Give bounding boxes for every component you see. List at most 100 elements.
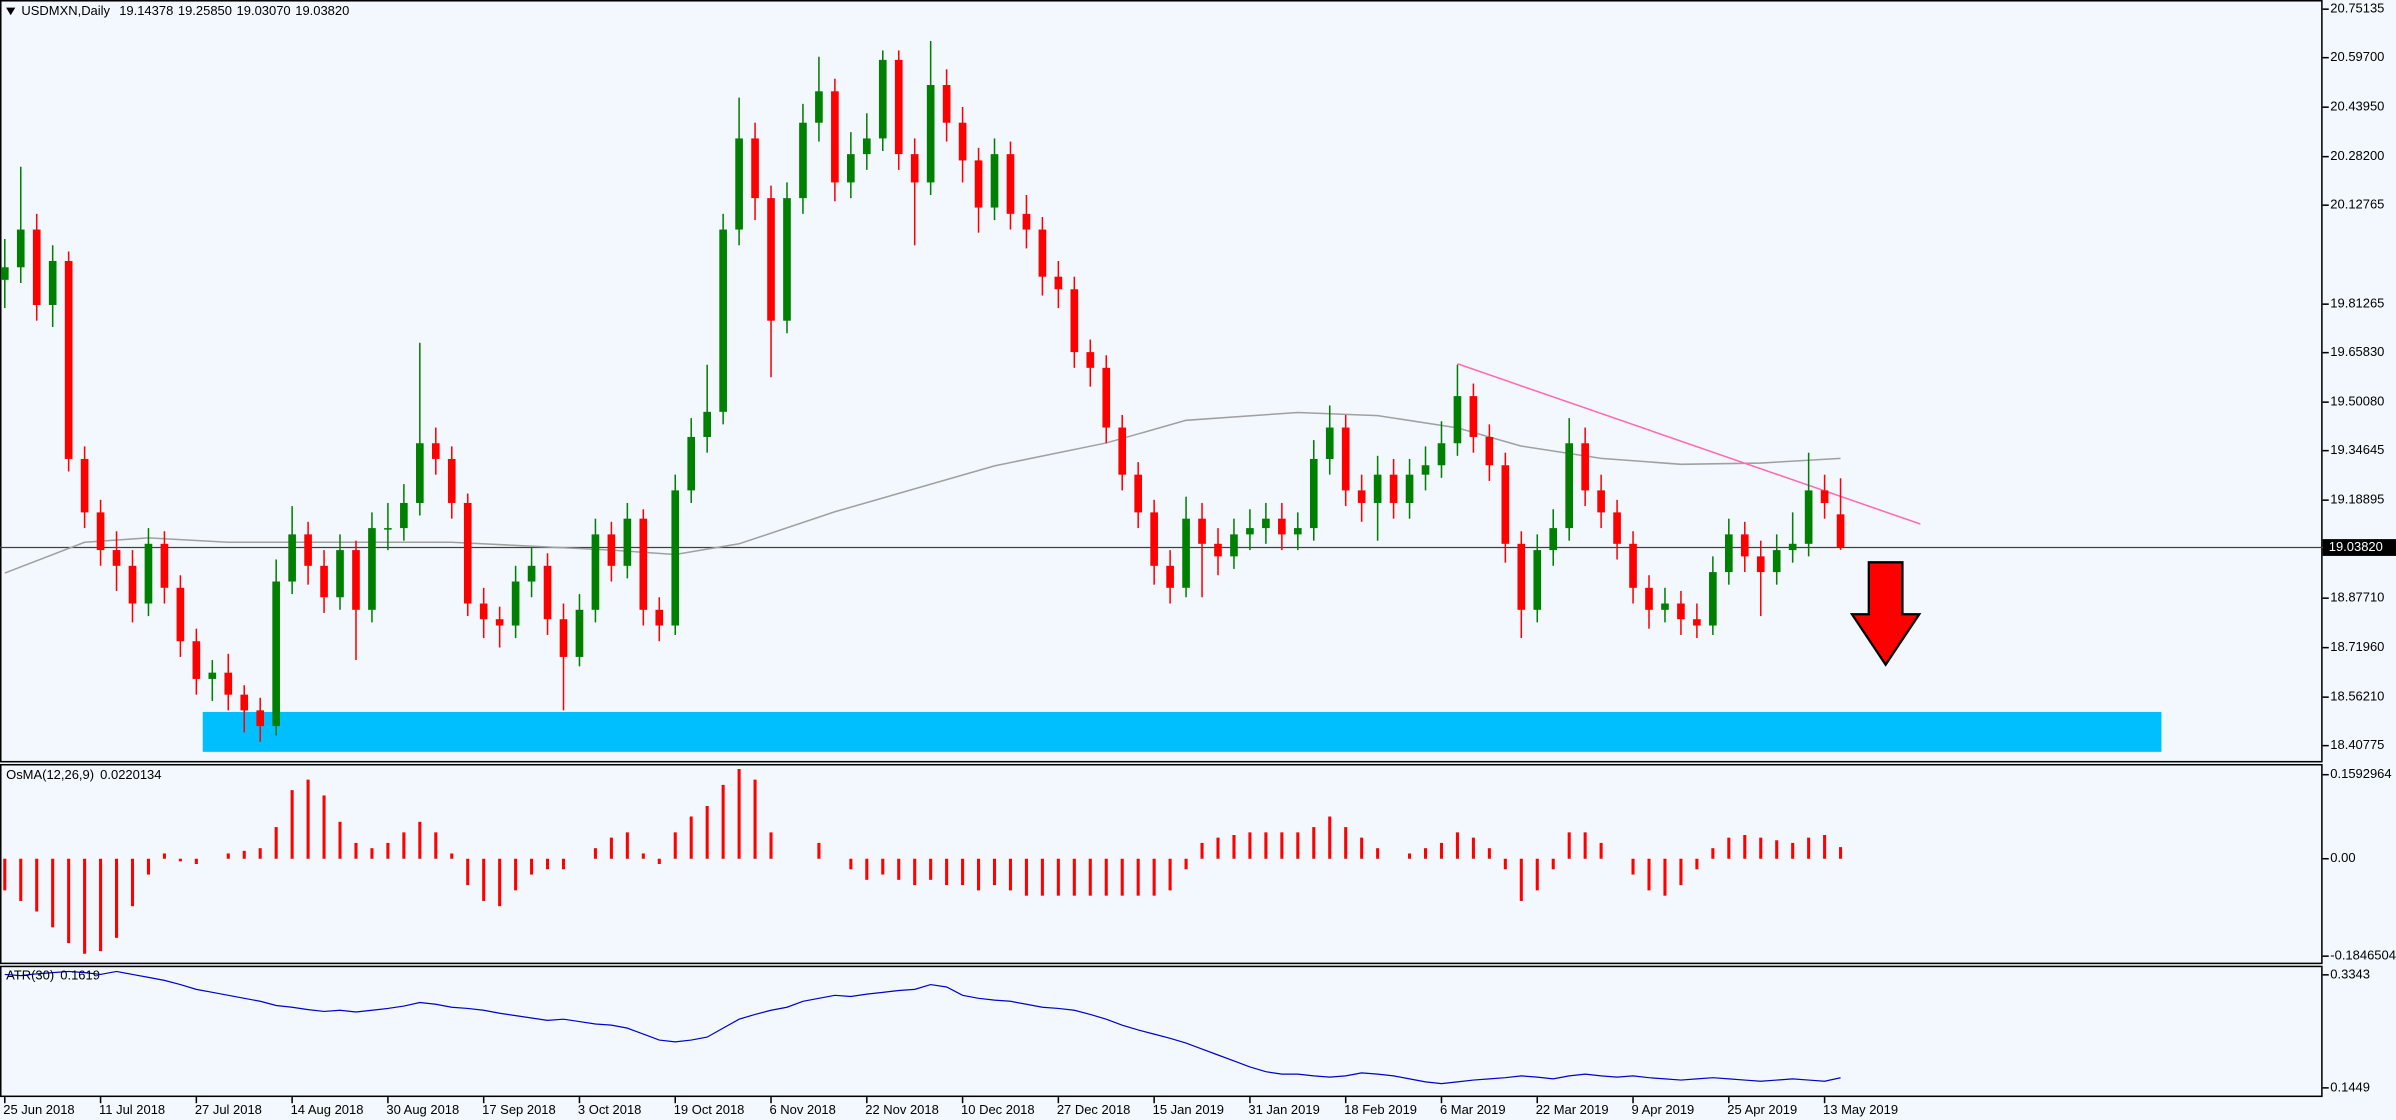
candle-body (815, 91, 823, 123)
candle-body (1373, 474, 1382, 503)
atr-panel-frame (0, 965, 2323, 1098)
x-tick-label: 25 Apr 2019 (1727, 1102, 1797, 1117)
osma-title: OsMA(12,26,9) (6, 768, 94, 783)
candle-body (974, 160, 983, 208)
main-panel-frame (0, 0, 2323, 763)
candle-body (400, 502, 408, 529)
ohlc-low: 19.03070 (237, 4, 291, 19)
candle-body (384, 528, 392, 530)
candle-body (1293, 528, 1302, 535)
y-tick-label: 0.3343 (2330, 966, 2370, 981)
current-price-label: 19.03820 (2329, 539, 2383, 554)
candle-body (16, 229, 25, 268)
candle-body (304, 534, 312, 566)
candle-body (1309, 458, 1318, 529)
candle-body (463, 502, 472, 604)
candle-body (144, 543, 153, 604)
candle-body (1740, 534, 1749, 557)
x-tick-label: 22 Mar 2019 (1536, 1102, 1609, 1117)
candle-body (623, 518, 632, 566)
x-tick-label: 19 Oct 2018 (674, 1102, 745, 1117)
candle-body (0, 267, 9, 280)
candle-body (1421, 465, 1430, 475)
x-tick-label: 9 Apr 2019 (1632, 1102, 1695, 1117)
candle-body (288, 534, 296, 582)
candle-body (1118, 427, 1127, 475)
y-tick-label: 20.59700 (2330, 49, 2384, 64)
x-tick-label: 10 Dec 2018 (961, 1102, 1035, 1117)
candle-body (1725, 534, 1733, 573)
candle-body (416, 443, 424, 503)
x-tick-label: 27 Jul 2018 (195, 1102, 262, 1117)
candle-body (655, 609, 664, 626)
candle-body (1102, 367, 1111, 428)
candle-body (224, 672, 233, 695)
x-tick-label: 14 Aug 2018 (291, 1102, 364, 1117)
support-zone (202, 711, 2162, 752)
x-tick-label: 13 May 2019 (1823, 1102, 1898, 1117)
y-tick-label: 20.28200 (2330, 148, 2384, 163)
y-tick-label: 19.50080 (2330, 394, 2384, 409)
candle-body (1437, 443, 1446, 466)
x-tick-label: 27 Dec 2018 (1057, 1102, 1131, 1117)
candle-body (495, 619, 504, 626)
y-tick-label: 19.34645 (2330, 442, 2384, 457)
y-tick-label: 0.1449 (2330, 1079, 2370, 1094)
down-arrow (1849, 561, 1922, 667)
trendline (1457, 363, 1921, 525)
candle-body (1549, 528, 1558, 551)
candle-body (799, 122, 807, 199)
y-tick-label: 20.12765 (2330, 197, 2384, 212)
candle-body (607, 534, 616, 566)
ohlc-open: 19.14378 (119, 4, 173, 19)
y-tick-label: 18.40775 (2330, 737, 2384, 752)
osma-header: OsMA(12,26,9) 0.0220134 (6, 768, 161, 783)
candle-body (240, 694, 249, 711)
candle-body (1772, 550, 1781, 573)
candle-body (272, 581, 280, 727)
candle-body (48, 260, 57, 305)
candle-body (1756, 556, 1765, 573)
candle-body (639, 518, 648, 610)
candle-body (1246, 528, 1254, 535)
y-tick-label: 0.00 (2330, 850, 2355, 865)
candle-body (1070, 289, 1079, 353)
candle-body (80, 458, 89, 513)
x-tick-label: 6 Nov 2018 (769, 1102, 835, 1117)
x-tick-label: 6 Mar 2019 (1440, 1102, 1506, 1117)
moving-average (4, 411, 1841, 574)
candle-body (96, 512, 105, 551)
candle-body (687, 436, 696, 491)
candle-body (1629, 543, 1637, 588)
candle-body (1613, 512, 1621, 544)
candle-body (1278, 518, 1286, 535)
candle-body (1325, 427, 1334, 459)
candle-body (831, 91, 839, 183)
y-tick-label: 0.1592964 (2330, 766, 2391, 781)
y-tick-label: -0.1846504 (2330, 948, 2396, 963)
candle-body (559, 619, 568, 657)
candle-body (1565, 443, 1574, 529)
candle-body (1469, 396, 1478, 437)
candle-body (1661, 603, 1669, 610)
candle-body (208, 672, 217, 679)
candle-body (591, 534, 600, 610)
candle-body (64, 260, 73, 459)
candle-body (1709, 572, 1717, 626)
candle-body (1677, 603, 1685, 620)
candle-body (1405, 474, 1414, 503)
ohlc-high: 19.25850 (178, 4, 232, 19)
y-tick-label: 18.87710 (2330, 590, 2384, 605)
candle-body (479, 603, 488, 620)
candle-body (1581, 443, 1589, 491)
x-tick-label: 17 Sep 2018 (482, 1102, 556, 1117)
candle-body (1214, 543, 1222, 557)
candle-body (847, 154, 855, 183)
candle-body (1820, 490, 1829, 503)
candle-body (1198, 518, 1206, 544)
candle-body (112, 550, 121, 566)
candle-body (176, 587, 185, 642)
symbol: USDMXN,Daily (21, 4, 110, 19)
